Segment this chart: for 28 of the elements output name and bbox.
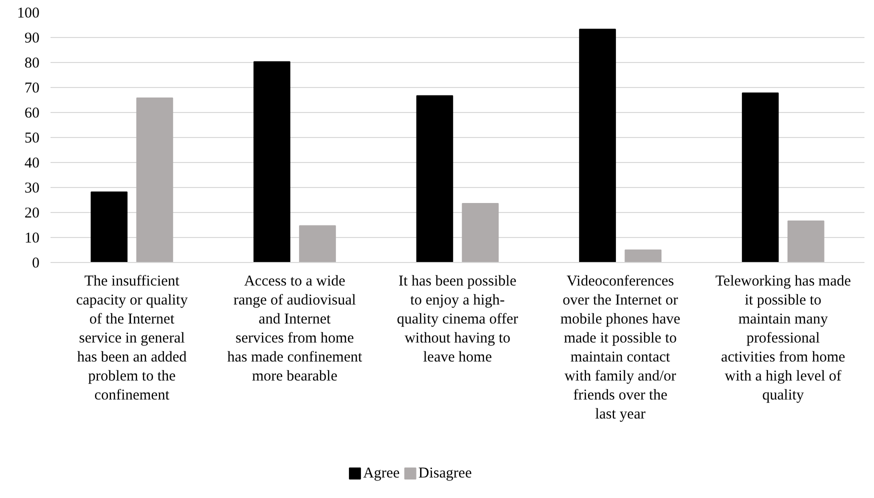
y-tick-label: 50	[24, 130, 40, 146]
bar	[742, 92, 779, 262]
y-tick-label: 70	[24, 80, 40, 96]
x-tick-label: Access to a wide range of audiovisual and Internet services from home has made confinement more bearable	[227, 274, 364, 384]
legend-label: Disagree	[418, 466, 472, 482]
y-tick-label: 60	[24, 106, 40, 122]
bar	[90, 192, 128, 262]
bar	[136, 98, 174, 262]
bar	[462, 203, 499, 262]
bar	[624, 250, 662, 262]
x-tick-label: The insufficient capacity or quality of the Internet service in general has been an added problem to the confinement	[76, 274, 188, 404]
x-tick-label: It has been possible to enjoy a high-quality cinema offer without having to leave home	[396, 274, 518, 366]
bar	[254, 61, 290, 262]
bar	[579, 28, 616, 262]
y-tick-label: 20	[24, 206, 40, 222]
y-tick-label: 90	[24, 30, 40, 46]
y-tick-label: 40	[24, 156, 40, 172]
bar	[416, 95, 454, 262]
y-tick-label: 100	[17, 6, 40, 22]
y-tick-label: 30	[24, 180, 40, 196]
y-tick-label: 10	[24, 230, 40, 246]
bar	[299, 225, 336, 262]
legend-label: Agree	[363, 466, 400, 482]
y-tick-label: 80	[24, 56, 40, 72]
x-tick-label: Teleworking has made it possible to maintain many professional activities from home with a high level of quality	[715, 274, 852, 404]
bar	[787, 220, 824, 262]
y-tick-label: 0	[32, 256, 40, 272]
x-tick-label: Videoconferences over the Internet or mobile phones have made it possible to maintain contact with family and/or friends over the last year	[560, 274, 681, 422]
